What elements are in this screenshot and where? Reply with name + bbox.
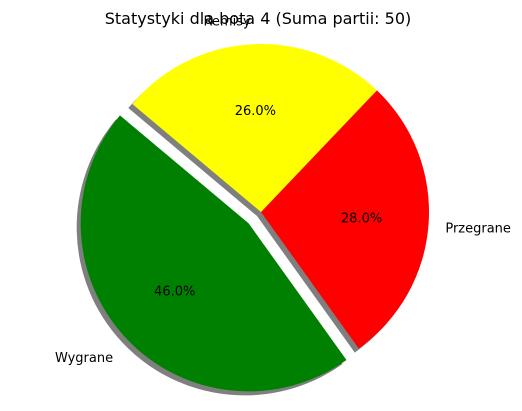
pie-slice-przegrane xyxy=(261,90,430,349)
slice-label-remisy: Remisy xyxy=(203,14,250,29)
slice-label-wygrane: Wygrane xyxy=(55,351,113,366)
pie-labels: Wygrane 46.0% Przegrane 28.0% Remisy 26.0% xyxy=(55,14,511,365)
pie-slice-wygrane xyxy=(80,115,347,392)
slice-percent-przegrane: 28.0% xyxy=(341,212,382,227)
slice-percent-remisy: 26.0% xyxy=(235,104,276,119)
chart-title: Statystyki dla bota 4 (Suma partii: 50) xyxy=(105,9,412,28)
slice-label-przegrane: Przegrane xyxy=(445,221,511,236)
pie-slice-remisy xyxy=(132,43,377,213)
pie-slices xyxy=(80,43,430,392)
slice-percent-wygrane: 46.0% xyxy=(154,284,195,299)
